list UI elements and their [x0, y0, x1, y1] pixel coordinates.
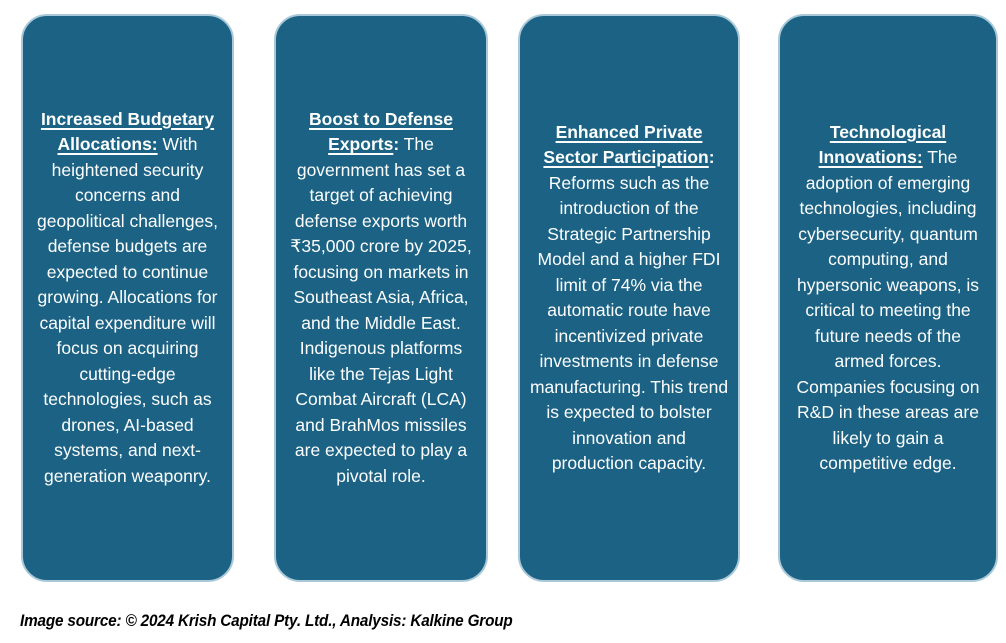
- card-body: With heightened security concerns and ge…: [37, 134, 218, 486]
- card-heading: Boost to Defense Exports: [309, 108, 453, 155]
- trend-card-technological-innovations: Technological Innovations: The adoption …: [778, 14, 998, 582]
- card-text: Enhanced Private Sector Participation: R…: [529, 120, 729, 477]
- card-heading: Technological Innovations:: [818, 121, 947, 168]
- card-text: Technological Innovations: The adoption …: [789, 120, 987, 477]
- card-body: Reforms such as the introduction of the …: [529, 172, 729, 474]
- card-text: Boost to Defense Exports: The government…: [285, 107, 477, 490]
- card-body: The government has set a target of achie…: [290, 134, 472, 486]
- card-heading-separator: :: [393, 134, 400, 155]
- trend-card-defense-exports: Boost to Defense Exports: The government…: [274, 14, 488, 582]
- image-source-caption: Image source: © 2024 Krish Capital Pty. …: [20, 611, 513, 630]
- card-text: Increased Budgetary Allocations: With he…: [32, 107, 223, 490]
- card-heading: Increased Budgetary Allocations:: [40, 108, 215, 155]
- trend-card-private-sector-participation: Enhanced Private Sector Participation: R…: [518, 14, 740, 582]
- card-body: The adoption of emerging technologies, i…: [796, 147, 980, 473]
- trend-card-budgetary-allocations: Increased Budgetary Allocations: With he…: [21, 14, 234, 582]
- card-heading-separator: :: [708, 147, 715, 167]
- card-heading: Enhanced Private Sector Participation: [543, 121, 709, 168]
